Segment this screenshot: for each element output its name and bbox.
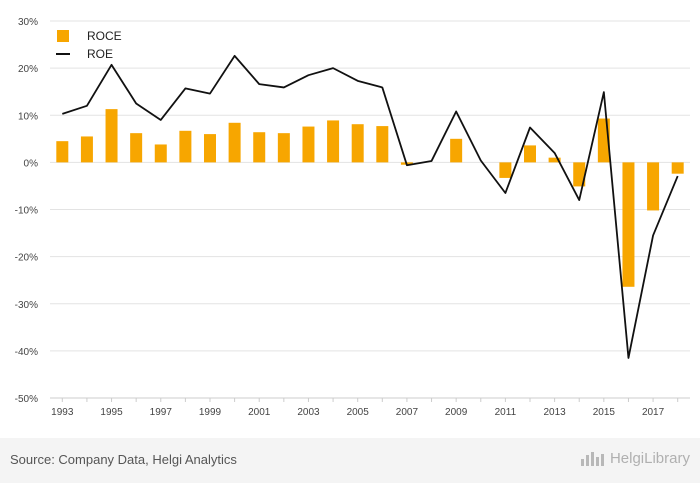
x-tick-label: 2003	[297, 407, 320, 418]
roce-bar	[302, 126, 315, 163]
roce-bar	[204, 134, 216, 163]
y-tick-label: -40%	[15, 347, 38, 358]
roce-bar	[376, 126, 389, 163]
roce-bar	[105, 109, 118, 163]
chart: 30% 20% 10% 0% -10% -20% -30% -40% -50% 1993 1995 1…	[15, 17, 690, 418]
roce-bar	[253, 132, 266, 163]
x-tick-label: 1995	[100, 407, 123, 418]
roce-bar	[524, 145, 536, 163]
x-tick-label: 1993	[51, 407, 74, 418]
roce-bar	[179, 130, 192, 163]
y-tick-label: 20%	[18, 64, 38, 75]
footer: Source: Company Data, Helgi Analytics He…	[0, 438, 700, 483]
x-tick-label: 1997	[150, 407, 173, 418]
grid-lines	[50, 20, 690, 399]
y-tick-label: -50%	[15, 394, 38, 405]
legend-swatch-roce	[57, 30, 69, 42]
roce-bars	[56, 109, 684, 287]
roce-bar	[671, 162, 684, 174]
source-text: Source: Company Data, Helgi Analytics	[10, 452, 237, 467]
roce-bar	[548, 157, 561, 163]
axes: 30% 20% 10% 0% -10% -20% -30% -40% -50% 1993 1995 1…	[15, 17, 690, 418]
x-tick-label: 2015	[593, 407, 616, 418]
x-tick-label: 2005	[347, 407, 370, 418]
y-tick-label: -30%	[15, 300, 38, 311]
roce-bar	[80, 136, 93, 163]
legend-label-roce: ROCE	[87, 29, 122, 43]
roce-bar	[573, 162, 586, 187]
roce-bar	[450, 138, 463, 163]
y-tick-label: 10%	[18, 111, 38, 122]
roce-bar	[277, 133, 290, 163]
y-tick-label: -20%	[15, 253, 38, 264]
roce-bar	[647, 162, 660, 211]
x-tick-label: 2011	[495, 407, 517, 418]
x-tick-label: 2001	[248, 407, 271, 418]
roce-bar	[327, 120, 340, 163]
y-tick-label: 30%	[18, 17, 38, 28]
x-tick-label: 2009	[445, 407, 468, 418]
legend-label-roe: ROE	[87, 47, 113, 61]
roce-bar	[56, 141, 69, 163]
roce-bar	[130, 133, 143, 163]
x-tick-label: 2007	[396, 407, 419, 418]
roce-bar	[228, 122, 241, 163]
roce-bar	[351, 124, 364, 163]
legend: ROCE ROE	[56, 29, 122, 61]
y-tick-label: 0%	[24, 158, 39, 169]
roce-bar	[622, 162, 635, 287]
x-tick-label: 2017	[642, 407, 665, 418]
y-tick-label: -10%	[15, 206, 38, 217]
x-tick-label: 1999	[199, 407, 222, 418]
roe-line	[62, 54, 679, 359]
roe-line-layer	[62, 54, 679, 359]
x-tick-label: 2013	[543, 407, 566, 418]
library-icon	[580, 452, 604, 466]
roce-bar	[499, 162, 512, 178]
brand-name: HelgiLibrary	[609, 449, 690, 467]
roce-bar	[154, 144, 167, 163]
brand-logo: HelgiLibrary	[580, 449, 690, 467]
